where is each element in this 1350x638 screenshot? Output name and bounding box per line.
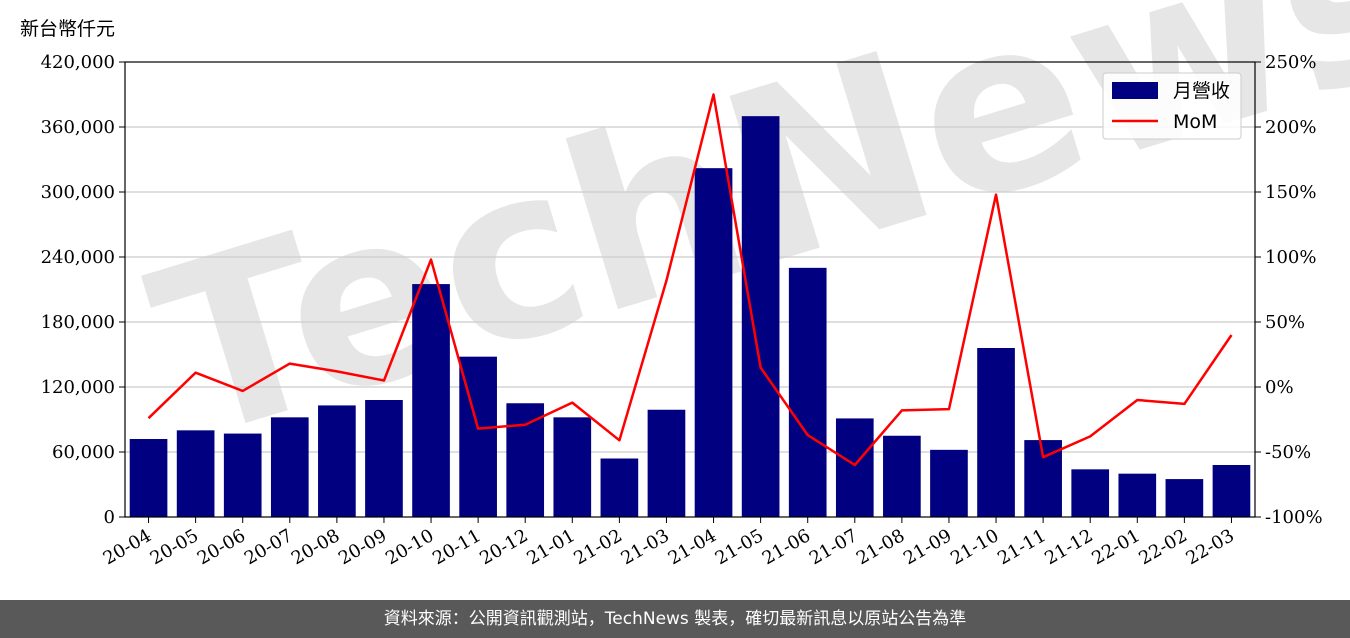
x-tick-label: 22-02: [1135, 525, 1190, 569]
bar: [1212, 465, 1251, 517]
legend-bar-swatch: [1112, 82, 1158, 99]
left-tick-label: 0: [104, 507, 115, 528]
left-tick-label: 240,000: [41, 247, 115, 268]
x-tick-label: 20-06: [194, 525, 249, 569]
bar: [365, 400, 403, 517]
bar: [1071, 469, 1110, 517]
bar: [318, 405, 356, 517]
bar: [412, 284, 450, 517]
bar: [553, 417, 592, 517]
bar: [270, 417, 309, 517]
bar: [788, 267, 827, 517]
x-tick-label: 20-05: [147, 525, 202, 569]
left-tick-label: 120,000: [41, 377, 115, 398]
x-tick-label: 20-04: [100, 525, 155, 569]
x-tick-label: 20-08: [288, 525, 343, 569]
legend-label-line: MoM: [1173, 111, 1217, 133]
bar: [930, 449, 968, 517]
right-tick-label: 100%: [1265, 247, 1316, 268]
bar: [977, 348, 1015, 517]
left-tick-label: 420,000: [41, 52, 115, 73]
bar: [1118, 473, 1157, 517]
right-tick-label: 200%: [1265, 117, 1316, 138]
left-tick-label: 60,000: [52, 442, 115, 463]
right-tick-label: 50%: [1265, 312, 1305, 333]
right-tick-label: 150%: [1265, 182, 1316, 203]
right-tick-label: -50%: [1265, 442, 1311, 463]
x-tick-label: 21-07: [806, 525, 861, 569]
mom-line: [147, 93, 1233, 467]
bar: [223, 433, 262, 517]
bar: [694, 168, 733, 517]
x-tick-label: 21-04: [665, 525, 720, 569]
left-tick-label: 300,000: [41, 182, 115, 203]
bar: [883, 435, 921, 517]
x-tick-label: 21-11: [994, 525, 1049, 569]
bar: [647, 409, 686, 517]
bar-series: [129, 116, 1251, 518]
bar: [835, 418, 874, 517]
legend-label-bar: 月營收: [1173, 80, 1230, 102]
plot-frame: [124, 61, 1256, 518]
x-tick-label: 21-05: [712, 525, 767, 569]
x-tick-label: 22-03: [1183, 525, 1238, 569]
left-tick-label: 180,000: [41, 312, 115, 333]
bar: [741, 116, 780, 518]
grid-lines: [125, 126, 1255, 453]
line-series: [147, 93, 1233, 467]
x-tick-label: 20-11: [429, 525, 484, 569]
legend: 月營收 MoM: [1102, 72, 1242, 140]
x-tick-label: 21-09: [900, 525, 955, 569]
bar: [129, 439, 168, 517]
bar: [506, 403, 545, 517]
x-tick-label: 21-03: [618, 525, 673, 569]
x-tick-label: 21-02: [570, 525, 625, 569]
x-tick-label: 20-12: [476, 525, 531, 569]
x-tick-label: 20-07: [241, 525, 296, 569]
x-tick-label: 22-01: [1088, 525, 1143, 569]
unit-label: 新台幣仟元: [20, 18, 116, 40]
right-tick-label: 0%: [1265, 377, 1294, 398]
x-tick-label: 21-10: [947, 525, 1002, 569]
chart: TechNews 060,000120,000180,000240,000300…: [41, 0, 1350, 569]
right-tick-label: 250%: [1265, 52, 1316, 73]
x-tick-label: 21-12: [1041, 525, 1096, 569]
x-tick-label: 21-01: [523, 525, 578, 569]
x-tick-label: 20-09: [335, 525, 390, 569]
x-tick-label: 20-10: [382, 525, 437, 569]
bar: [176, 430, 215, 517]
bar: [600, 458, 639, 517]
right-tick-label: -100%: [1265, 507, 1323, 528]
x-tick-label: 21-06: [759, 525, 814, 569]
x-tick-label: 21-08: [853, 525, 908, 569]
source-footer: 資料來源：公開資訊觀測站，TechNews 製表，確切最新訊息以原站公告為準: [0, 600, 1350, 638]
left-tick-label: 360,000: [41, 117, 115, 138]
bar: [1165, 479, 1204, 517]
